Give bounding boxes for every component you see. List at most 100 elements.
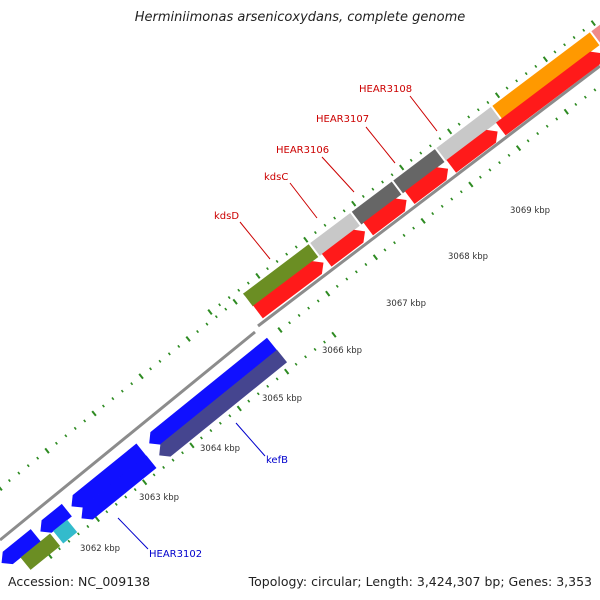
kbp-label-3065: 3065 kbp: [262, 394, 302, 404]
tick-mark: [498, 161, 501, 165]
tick-mark: [294, 245, 298, 249]
label-HEAR3106[interactable]: HEAR3106: [276, 145, 329, 156]
tick-mark: [590, 20, 596, 27]
tick-mark: [450, 197, 454, 201]
kbp-label-3062: 3062 kbp: [80, 544, 120, 554]
gene-HEAR3107[interactable]: [393, 149, 445, 194]
tick-mark: [325, 290, 331, 297]
tick-mark: [284, 368, 290, 375]
tick-mark: [224, 307, 228, 311]
gene-kdsC[interactable]: [310, 212, 360, 256]
accession-text: Accession: NC_009138: [8, 574, 151, 589]
tick-mark: [583, 95, 587, 99]
tick-mark: [17, 471, 21, 475]
label-kdsD[interactable]: kdsD: [214, 211, 239, 222]
gene-red-2[interactable]: [321, 225, 370, 267]
tick-mark: [307, 306, 311, 310]
gene-orange[interactable]: [492, 32, 600, 119]
tick-mark: [536, 131, 540, 136]
tick-mark: [36, 456, 40, 460]
gene-blue-upper-1[interactable]: [144, 337, 278, 450]
label-kefB[interactable]: kefB: [266, 455, 288, 466]
tick-mark: [76, 532, 80, 536]
gene-kefB[interactable]: [154, 349, 288, 462]
tick-mark: [44, 447, 50, 454]
tick-mark: [494, 92, 501, 99]
leader-kefB: [235, 422, 266, 457]
tick-mark: [457, 122, 461, 126]
gene-HEAR3102[interactable]: [76, 455, 157, 525]
leader-HEAR3102: [117, 517, 149, 550]
gene-HEAR3108[interactable]: [436, 107, 501, 161]
tick-mark: [419, 151, 423, 155]
tick-mark: [438, 137, 442, 141]
tick-mark: [171, 458, 175, 462]
tick-mark: [218, 421, 222, 425]
tick-mark: [467, 115, 471, 119]
tick-mark: [177, 344, 181, 349]
tick-mark: [488, 168, 492, 172]
tick-mark: [412, 226, 416, 230]
tick-mark: [364, 262, 368, 267]
tick-mark: [149, 367, 153, 371]
tick-mark: [64, 434, 68, 438]
tick-mark: [420, 217, 426, 224]
gene-red-3[interactable]: [363, 194, 411, 236]
tick-mark: [209, 429, 213, 433]
kbp-label-3063: 3063 kbp: [139, 493, 179, 503]
gene-kdsD[interactable]: [243, 244, 319, 307]
tick-mark: [545, 124, 549, 128]
tick-mark: [275, 377, 279, 381]
tick-mark: [266, 384, 270, 388]
gene-red-5[interactable]: [446, 125, 502, 173]
tick-mark: [214, 315, 218, 319]
tick-mark: [476, 108, 480, 112]
tick-mark: [246, 281, 250, 285]
backbone-upper: [257, 64, 600, 328]
gene-labels: kdsD kdsC HEAR3106 HEAR3107 HEAR3108 kef…: [117, 84, 438, 560]
tick-mark: [574, 102, 578, 106]
tick-mark: [285, 252, 289, 256]
tick-mark: [111, 397, 115, 401]
tick-mark: [354, 270, 358, 274]
tick-mark: [236, 405, 242, 412]
tick-mark: [199, 436, 203, 440]
gene-blue-upper-3[interactable]: [35, 503, 72, 538]
tick-mark: [255, 272, 261, 279]
gene-blue-upper-2[interactable]: [66, 443, 147, 513]
tick-mark: [304, 355, 308, 359]
tick-mark: [277, 327, 283, 333]
gene-red-4[interactable]: [404, 162, 453, 205]
label-HEAR3108[interactable]: HEAR3108: [359, 84, 412, 95]
gene-cyan[interactable]: [53, 519, 78, 544]
tick-mark: [167, 352, 171, 356]
label-kdsC[interactable]: kdsC: [264, 172, 288, 183]
tick-mark: [67, 539, 71, 543]
gene-HEAR3106[interactable]: [351, 181, 402, 225]
tick-mark: [524, 72, 528, 76]
tick-mark: [323, 340, 326, 344]
forward-strand-features: [243, 7, 600, 307]
tick-mark: [196, 329, 200, 334]
tick-mark: [185, 335, 191, 342]
tick-mark: [275, 259, 279, 263]
gene-blue-upper-4[interactable]: [0, 529, 41, 569]
gene-olive-lower[interactable]: [20, 533, 61, 570]
leader-kdsC: [289, 182, 318, 219]
gene-red-1[interactable]: [253, 256, 328, 319]
tick-mark: [158, 359, 162, 363]
kbp-label-3066: 3066 kbp: [322, 346, 362, 356]
tick-mark: [486, 100, 490, 105]
tick-mark: [440, 204, 444, 208]
tick-mark: [114, 502, 118, 506]
tick-mark: [515, 79, 519, 83]
gene-red-6[interactable]: [495, 47, 600, 136]
tick-mark: [402, 233, 406, 237]
tick-mark: [227, 296, 231, 300]
tick-mark: [218, 303, 222, 307]
tick-mark: [181, 451, 184, 455]
label-HEAR3102[interactable]: HEAR3102: [149, 549, 202, 560]
label-HEAR3107[interactable]: HEAR3107: [316, 114, 369, 125]
leader-kdsD: [239, 221, 271, 260]
